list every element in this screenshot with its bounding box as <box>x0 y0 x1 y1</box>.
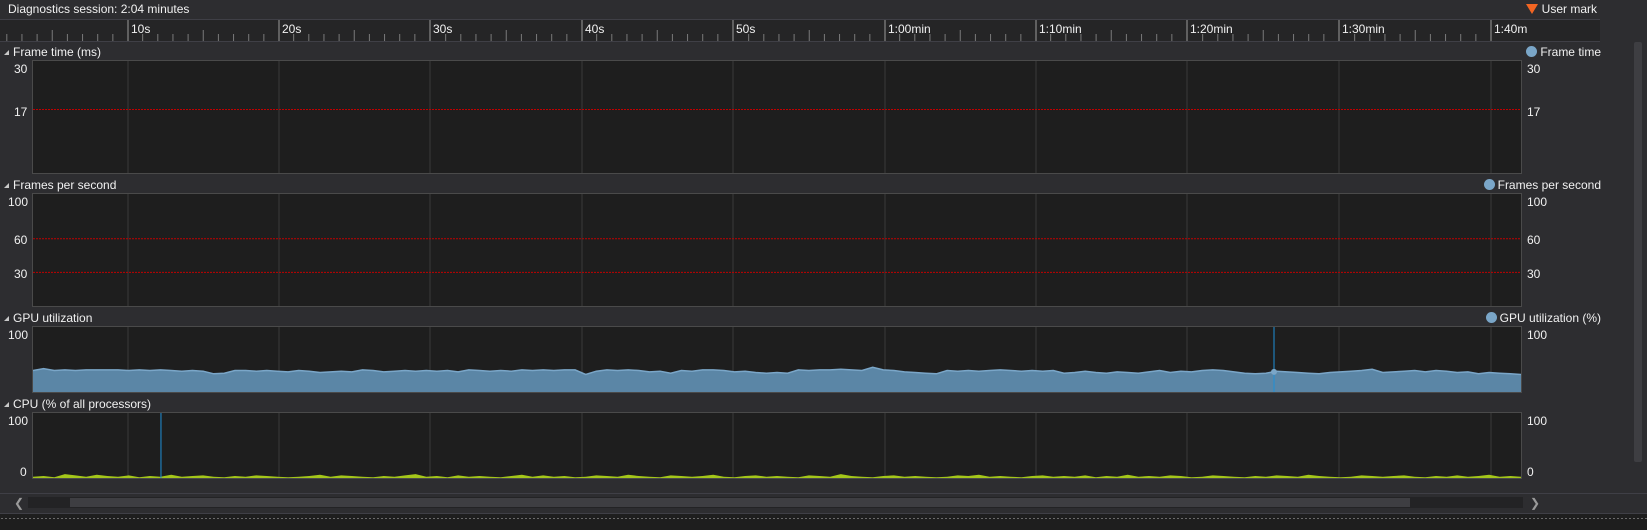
splitter-grip[interactable] <box>0 517 1647 520</box>
ruler-label: 40s <box>585 22 605 36</box>
collapse-icon[interactable] <box>4 50 9 55</box>
ruler-label: 50s <box>736 22 756 36</box>
y-tick-label-right: 30 <box>1527 62 1541 76</box>
frame-time-plot[interactable] <box>32 60 1522 174</box>
frame-time-legend: Frame time <box>1526 45 1601 59</box>
cpu-chart <box>33 413 1521 478</box>
user-mark-legend: User mark <box>1525 2 1597 16</box>
resize-strip[interactable] <box>0 513 1647 530</box>
gpu-plot[interactable] <box>32 326 1522 393</box>
y-tick-label: 100 <box>8 414 29 428</box>
section-title: CPU (% of all processors) <box>13 397 152 411</box>
section-gpu-header[interactable]: GPU utilization <box>4 311 92 325</box>
section-title: Frame time (ms) <box>13 45 101 59</box>
legend-dot-icon <box>1483 179 1495 190</box>
ruler-label: 30s <box>433 22 453 36</box>
y-tick-label: 30 <box>14 267 28 281</box>
vertical-scrollbar[interactable] <box>1631 40 1647 480</box>
session-title: Diagnostics session: 2:04 minutes <box>8 2 190 16</box>
gpu-cursor-point[interactable] <box>1270 368 1277 375</box>
collapse-icon[interactable] <box>4 183 9 188</box>
y-tick-label: 17 <box>14 105 28 119</box>
horizontal-scroll-thumb[interactable] <box>70 498 1410 507</box>
legend-dot-icon <box>1485 312 1497 323</box>
collapse-icon[interactable] <box>4 316 9 321</box>
legend-label: Frame time <box>1540 45 1601 59</box>
y-tick-label-right: 100 <box>1527 328 1548 342</box>
ruler-label: 1:30min <box>1342 22 1385 36</box>
ruler-label: 1:10min <box>1039 22 1082 36</box>
y-tick-label-right: 30 <box>1527 267 1541 281</box>
legend-label: Frames per second <box>1497 178 1601 192</box>
ruler-label: 10s <box>131 22 151 36</box>
ruler-label: 1:20min <box>1190 22 1233 36</box>
collapse-icon[interactable] <box>4 402 9 407</box>
ruler-label: 1:40m <box>1494 22 1528 36</box>
user-mark-label: User mark <box>1541 2 1597 16</box>
fps-legend: Frames per second <box>1483 178 1601 192</box>
y-tick-label-right: 17 <box>1527 105 1541 119</box>
ruler-label: 1:00min <box>888 22 931 36</box>
y-tick-label: 0 <box>20 465 27 479</box>
section-title: Frames per second <box>13 178 117 192</box>
y-tick-label-right: 0 <box>1527 465 1534 479</box>
y-tick-label-right: 100 <box>1527 195 1548 209</box>
y-tick-label-right: 60 <box>1527 233 1541 247</box>
y-tick-label-right: 100 <box>1527 414 1548 428</box>
y-tick-label: 60 <box>14 233 28 247</box>
y-tick-label: 30 <box>14 62 28 76</box>
vertical-scroll-thumb[interactable] <box>1634 42 1642 462</box>
scroll-right-icon[interactable]: ❯ <box>1530 496 1541 510</box>
ruler-label: 20s <box>282 22 302 36</box>
fps-chart <box>33 194 1521 306</box>
ruler-ticks <box>6 20 1492 41</box>
legend-label: GPU utilization (%) <box>1499 311 1601 325</box>
section-title: GPU utilization <box>13 311 93 325</box>
legend-dot-icon <box>1526 46 1538 57</box>
gpu-area-series <box>33 367 1521 392</box>
user-mark-icon <box>1525 4 1538 14</box>
section-frame-time-header[interactable]: Frame time (ms) <box>4 45 101 59</box>
y-tick-label: 100 <box>8 328 29 342</box>
gpu-chart <box>33 327 1521 392</box>
time-ruler[interactable]: 10s 20s 30s 40s 50s 1:00min 1:10min 1:20… <box>0 19 1600 42</box>
section-cpu-header[interactable]: CPU (% of all processors) <box>4 397 151 411</box>
scroll-left-icon[interactable]: ❮ <box>14 496 25 510</box>
frame-time-chart <box>33 61 1521 173</box>
fps-plot[interactable] <box>32 193 1522 307</box>
y-tick-label: 100 <box>8 195 29 209</box>
gpu-legend: GPU utilization (%) <box>1485 311 1601 325</box>
section-fps-header[interactable]: Frames per second <box>4 178 116 192</box>
cpu-plot[interactable] <box>32 412 1522 479</box>
cpu-area-series <box>33 474 1521 478</box>
